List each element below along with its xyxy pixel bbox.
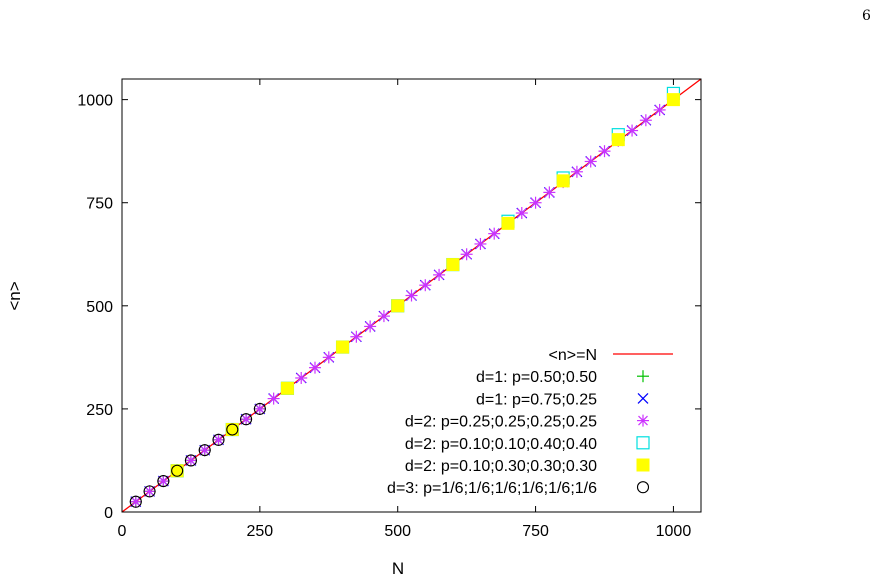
data-point [446, 258, 460, 272]
legend-label: d=2: p=0.25;0.25;0.25;0.25 [405, 414, 597, 431]
data-point [570, 165, 583, 178]
data-point [626, 124, 639, 137]
data-point [419, 279, 432, 292]
y-tick-label: 750 [86, 196, 113, 213]
data-point [405, 289, 418, 302]
data-point [267, 392, 280, 405]
legend-entry: d=2: p=0.10;0.10;0.40;0.40 [405, 436, 650, 453]
legend-marker [636, 458, 650, 472]
data-point [488, 227, 501, 240]
page-number: 6 [862, 8, 871, 24]
plot-area [121, 78, 702, 513]
x-tick-label: 1000 [656, 523, 692, 540]
x-axis-title: N [392, 559, 404, 578]
y-axis-title: <n> [5, 281, 24, 310]
data-point [143, 485, 156, 498]
data-point [198, 444, 211, 457]
legend-entry: d=3: p=1/6;1/6;1/6;1/6;1/6;1/6 [387, 480, 650, 497]
data-point [171, 464, 184, 477]
data-point [184, 454, 197, 467]
data-point [543, 186, 556, 199]
data-point [377, 310, 390, 323]
data-point [253, 402, 266, 415]
data-point [515, 207, 528, 220]
data-point [212, 433, 225, 446]
y-tick-label: 0 [104, 505, 113, 522]
legend-marker [636, 436, 650, 450]
data-point [598, 145, 611, 158]
legend-label: d=3: p=1/6;1/6;1/6;1/6;1/6;1/6 [387, 480, 597, 497]
data-point [253, 402, 266, 415]
data-point [170, 464, 184, 478]
data-point [322, 351, 335, 364]
data-point [653, 103, 666, 116]
data-point [364, 320, 377, 333]
data-point [157, 475, 170, 488]
data-point [391, 299, 405, 313]
axis-ticks: 0 250 500 750 1000 0 250 500 750 1000 [77, 79, 701, 540]
legend-entry: d=1: p=0.50;0.50 [476, 369, 649, 386]
data-point [129, 495, 142, 508]
legend-marker [637, 370, 649, 383]
x-tick-label: 750 [522, 523, 549, 540]
legend-entry: d=2: p=0.10;0.30;0.30;0.30 [405, 458, 650, 475]
data-point [240, 413, 253, 426]
legend-entry: d=1: p=0.75;0.25 [476, 391, 649, 408]
data-point [240, 413, 253, 426]
legend-label: d=1: p=0.75;0.25 [476, 391, 597, 408]
legend-marker [637, 414, 649, 427]
data-point [309, 361, 321, 374]
data-point [143, 485, 156, 498]
y-tick-label: 500 [86, 299, 113, 316]
x-tick-label: 0 [118, 523, 127, 540]
legend-label: d=2: p=0.10;0.10;0.40;0.40 [405, 436, 597, 453]
legend: <n>=N d=1: p=0.50;0.50 d=1: p=0.75;0.25 d=2… [387, 347, 673, 497]
data-point [433, 268, 446, 281]
data-point [129, 495, 142, 508]
data-point [226, 423, 239, 436]
y-tick-label: 250 [86, 402, 113, 419]
legend-entry: <n>=N [549, 347, 673, 364]
data-point [212, 433, 225, 446]
data-point [336, 340, 350, 354]
data-point [501, 216, 515, 230]
data-point [157, 475, 170, 488]
legend-marker [636, 481, 650, 494]
data-point [280, 381, 294, 395]
legend-entry: d=2: p=0.25;0.25;0.25;0.25 [405, 414, 649, 431]
legend-label: <n>=N [549, 347, 597, 364]
data-point [529, 196, 542, 209]
data-point [295, 371, 308, 384]
y-tick-label: 1000 [77, 93, 113, 110]
data-point [639, 114, 652, 127]
plot-frame [121, 78, 702, 513]
x-tick-label: 250 [247, 523, 274, 540]
legend-label: d=1: p=0.50;0.50 [476, 369, 597, 386]
data-point [584, 155, 597, 168]
data-point [460, 248, 473, 261]
data-point [666, 93, 680, 107]
data-point [225, 423, 239, 437]
x-tick-label: 500 [384, 523, 411, 540]
data-point [198, 444, 211, 457]
series-6 [129, 402, 266, 508]
series-5 [170, 93, 680, 478]
data-point [350, 330, 363, 343]
data-point [184, 454, 197, 467]
data-point [611, 133, 625, 147]
legend-label: d=2: p=0.10;0.30;0.30;0.30 [405, 458, 597, 475]
data-point [556, 174, 570, 188]
legend-marker [637, 392, 649, 404]
data-point [474, 237, 487, 250]
